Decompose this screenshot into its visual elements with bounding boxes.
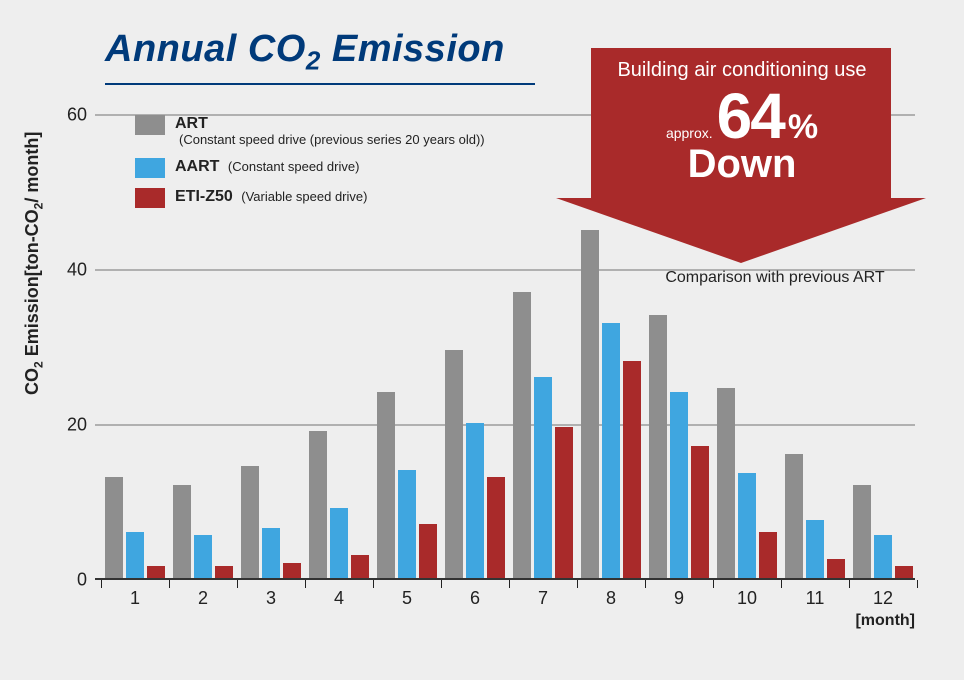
x-tick-label: 12	[873, 588, 893, 609]
bar	[691, 446, 709, 578]
bar	[147, 566, 165, 578]
bar	[194, 535, 212, 578]
bar	[351, 555, 369, 578]
bar	[262, 528, 280, 578]
bar	[398, 470, 416, 578]
x-tick-mark	[441, 580, 442, 588]
chart-title: Annual CO2 Emission	[105, 28, 535, 77]
callout-line1: Building air conditioning use	[592, 58, 892, 82]
x-tick-label: 10	[737, 588, 757, 609]
bar	[853, 485, 871, 578]
bar	[283, 563, 301, 578]
x-tick-mark	[645, 580, 646, 588]
gridline	[95, 424, 915, 426]
legend-label: AART (Constant speed drive)	[175, 158, 359, 176]
x-tick-mark	[849, 580, 850, 588]
callout-arrow: Building air conditioning use approx. 64…	[556, 48, 926, 263]
bar	[466, 423, 484, 578]
x-tick-label: 9	[674, 588, 684, 609]
title-underline	[105, 83, 535, 85]
x-tick-label: 4	[334, 588, 344, 609]
bar	[534, 377, 552, 578]
bar	[105, 477, 123, 578]
x-tick-mark	[917, 580, 918, 588]
legend-item: AART (Constant speed drive)	[135, 158, 485, 178]
y-axis-label: CO2 Emission[ton-CO2/ month]	[22, 132, 46, 395]
callout-number: 64	[717, 84, 784, 148]
legend-item: ETI-Z50 (Variable speed drive)	[135, 188, 485, 208]
x-tick-label: 5	[402, 588, 412, 609]
x-tick-mark	[781, 580, 782, 588]
bar	[487, 477, 505, 578]
bar	[555, 427, 573, 578]
bar	[173, 485, 191, 578]
x-tick-label: 7	[538, 588, 548, 609]
bar	[649, 315, 667, 578]
y-tick-label: 40	[67, 260, 87, 281]
callout-footer: Comparison with previous ART	[660, 268, 890, 288]
bar	[309, 431, 327, 578]
x-tick-mark	[577, 580, 578, 588]
bar	[874, 535, 892, 578]
y-tick-label: 0	[77, 570, 87, 591]
bar	[126, 532, 144, 578]
bar	[806, 520, 824, 578]
x-tick-mark	[509, 580, 510, 588]
callout-down: Down	[592, 142, 892, 187]
bar	[215, 566, 233, 578]
y-tick-label: 20	[67, 415, 87, 436]
x-axis-label: [month]	[855, 612, 915, 630]
x-tick-mark	[713, 580, 714, 588]
legend-swatch	[135, 158, 165, 178]
x-tick-label: 3	[266, 588, 276, 609]
bar	[330, 508, 348, 578]
legend-swatch	[135, 115, 165, 135]
x-tick-mark	[305, 580, 306, 588]
x-tick-mark	[373, 580, 374, 588]
legend-label: ART (Constant speed drive (previous seri…	[175, 115, 485, 148]
legend-label: ETI-Z50 (Variable speed drive)	[175, 188, 367, 206]
x-tick-label: 2	[198, 588, 208, 609]
bar	[785, 454, 803, 578]
x-tick-label: 1	[130, 588, 140, 609]
bar	[377, 392, 395, 578]
bar	[717, 388, 735, 578]
bar	[759, 532, 777, 578]
x-tick-mark	[101, 580, 102, 588]
x-tick-label: 11	[806, 588, 825, 609]
x-axis	[95, 578, 915, 580]
x-tick-mark	[237, 580, 238, 588]
bar	[241, 466, 259, 578]
y-tick-label: 60	[67, 105, 87, 126]
callout-approx: approx.	[666, 125, 713, 141]
bar	[513, 292, 531, 578]
x-tick-mark	[169, 580, 170, 588]
legend: ART (Constant speed drive (previous seri…	[135, 115, 485, 218]
bar	[895, 566, 913, 578]
legend-item: ART (Constant speed drive (previous seri…	[135, 115, 485, 148]
bar	[602, 323, 620, 578]
legend-swatch	[135, 188, 165, 208]
bar	[827, 559, 845, 578]
bar	[738, 473, 756, 578]
bar	[419, 524, 437, 578]
bar	[670, 392, 688, 578]
bar	[445, 350, 463, 578]
bar	[581, 230, 599, 578]
x-tick-label: 8	[606, 588, 616, 609]
x-tick-label: 6	[470, 588, 480, 609]
bar	[623, 361, 641, 578]
